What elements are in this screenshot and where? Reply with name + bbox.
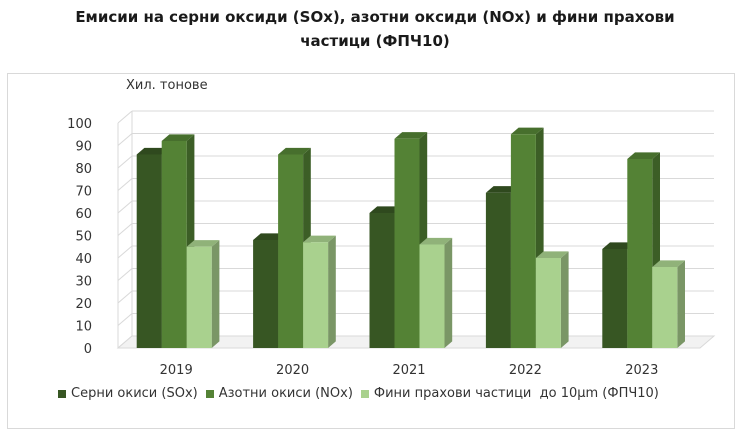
y-tick-label: 100 [67, 117, 92, 132]
bar-front [652, 267, 678, 348]
y-tick-label: 50 [75, 230, 92, 245]
bar-front [510, 134, 536, 348]
x-tick-label: 2021 [392, 363, 425, 378]
bar-top [485, 186, 519, 193]
bar-top [602, 242, 635, 249]
y-tick-label: 30 [75, 275, 92, 290]
y-axis-label: Хил. тонове [126, 78, 208, 93]
bar [303, 235, 336, 348]
legend-label: Фини прахови частици до 10µm (ФПЧ10) [373, 386, 659, 401]
bar-front [186, 246, 212, 348]
bar-front [602, 249, 628, 348]
bar [535, 251, 569, 348]
labels-layer: 0 10 20 30 40 50 60 70 80 90 100 2019 2020 2021 2022 20… [67, 117, 658, 378]
bar-top [253, 233, 286, 240]
y-tick-label: 90 [75, 140, 92, 155]
y-tick-label: 40 [75, 252, 92, 267]
bar-top [186, 240, 220, 247]
x-tick-label: 2019 [160, 363, 193, 378]
legend-swatch [205, 389, 214, 398]
legend-label: Азотни окиси (NOx) [218, 386, 353, 401]
bar-top [369, 206, 403, 213]
chart-title-line-2: частици (ФПЧ10) [300, 32, 450, 50]
chart-legend: Серни окиси (SOx) Азотни окиси (NOx) Фини … [58, 386, 667, 401]
legend-swatch [58, 389, 66, 398]
bar-top [394, 132, 428, 139]
gridline-side [117, 245, 133, 259]
chart-title-line-1: Емисии на серни оксиди (SOx), азотни окс… [75, 8, 675, 26]
x-tick-label: 2023 [625, 363, 658, 378]
bar-top [278, 147, 311, 155]
bar-front [303, 242, 329, 348]
x-tick-label: 2020 [276, 363, 309, 378]
bar [394, 132, 428, 348]
bar-top [535, 251, 569, 258]
legend-item: Серни окиси (SOx) [58, 386, 198, 401]
chart-frame [7, 73, 735, 429]
gridline-side [117, 178, 133, 191]
gridline-side [117, 313, 133, 326]
y-tick-label: 10 [75, 320, 92, 335]
x-tick-label: 2022 [509, 363, 542, 378]
bar-top [510, 127, 544, 135]
gridline-side [117, 268, 133, 281]
bar-front [627, 159, 653, 348]
bar-front [278, 154, 304, 348]
bar-front [253, 240, 279, 348]
bar-front [485, 192, 511, 348]
legend-item: Фини прахови частици до 10µm (ФПЧ10) [360, 386, 659, 401]
bar-top [419, 237, 453, 245]
bar-front [535, 258, 561, 348]
bar-front [161, 141, 187, 348]
bar-side [328, 235, 336, 348]
chart-title: Емисии на серни оксиди (SOx), азотни окс… [0, 0, 750, 53]
legend-item: Азотни окиси (NOx) [205, 386, 353, 401]
bar-front [419, 244, 445, 348]
gridline-side [117, 290, 133, 304]
bar-side [677, 260, 685, 348]
bar-side [444, 237, 453, 348]
bar-top [136, 147, 170, 155]
gridline-side [117, 133, 133, 146]
bar-front [369, 213, 395, 348]
legend-swatch [360, 389, 369, 398]
bar-side [211, 240, 220, 348]
bar-top [303, 235, 336, 243]
bar-top [627, 152, 660, 159]
bar-front [394, 138, 420, 348]
y-tick-label: 60 [75, 207, 92, 222]
legend-label: Серни окиси (SOx) [71, 386, 198, 401]
bar [652, 260, 685, 348]
y-tick-label: 20 [75, 297, 92, 312]
bar-front [136, 154, 162, 348]
y-tick-label: 70 [75, 185, 92, 200]
bar-side [560, 251, 569, 348]
bar [419, 237, 453, 348]
bar-top [652, 260, 685, 267]
y-tick-label: 80 [75, 162, 92, 177]
y-tick-label: 0 [84, 342, 92, 357]
gridline-side [117, 223, 133, 236]
gridline-side [117, 200, 133, 214]
gridline-side [117, 110, 133, 124]
bar-top [161, 134, 195, 141]
gridline-side [117, 155, 133, 169]
bar [186, 240, 220, 348]
bars-layer [136, 127, 685, 349]
